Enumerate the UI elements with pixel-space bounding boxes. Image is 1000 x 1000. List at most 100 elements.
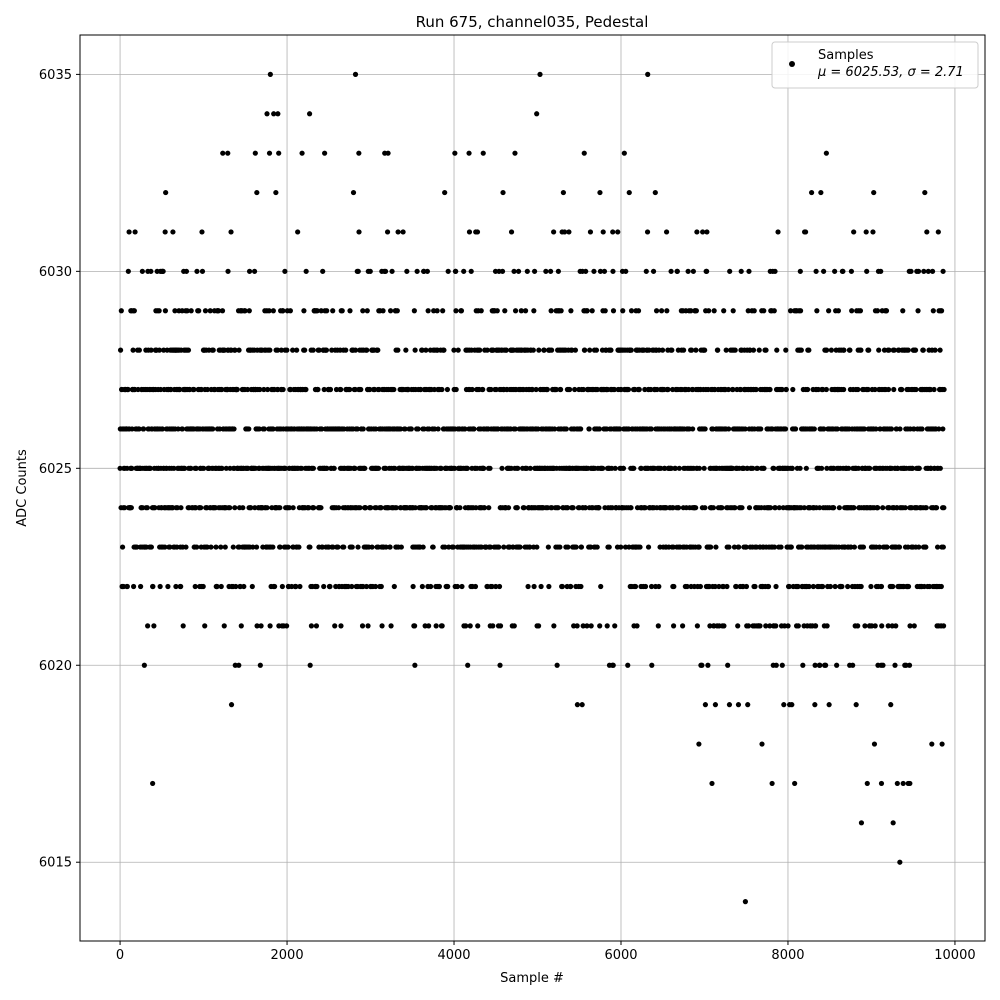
sample-point xyxy=(650,268,657,274)
sample-point xyxy=(218,544,224,550)
sample-point xyxy=(919,426,925,432)
sample-point xyxy=(930,308,936,314)
sample-point xyxy=(501,544,507,550)
sample-point xyxy=(349,544,355,550)
outlier-point xyxy=(900,780,906,787)
sample-point xyxy=(555,268,561,274)
outlier-point xyxy=(299,150,305,156)
sample-point xyxy=(441,347,447,353)
sample-point xyxy=(391,583,397,590)
sample-point xyxy=(171,465,177,471)
sample-point xyxy=(527,465,533,471)
outlier-point xyxy=(267,71,273,77)
sample-point xyxy=(736,544,742,550)
sample-point xyxy=(906,662,913,668)
sample-point xyxy=(474,229,481,235)
sample-point xyxy=(589,308,595,314)
sample-point xyxy=(700,229,706,235)
sample-point xyxy=(600,229,606,235)
sample-point xyxy=(469,386,475,393)
sample-point xyxy=(285,544,291,550)
sample-point xyxy=(165,583,171,590)
sample-point xyxy=(855,623,861,629)
sample-point xyxy=(812,662,818,668)
sample-point xyxy=(702,505,708,511)
sample-point xyxy=(178,505,184,511)
sample-point xyxy=(723,347,729,353)
sample-point xyxy=(496,583,503,590)
sample-point xyxy=(387,308,394,314)
sample-point xyxy=(393,505,399,511)
sample-point xyxy=(750,347,757,353)
axis-ticks: 0 2000 4000 6000 8000 10000 6015 6020 6025 6030 60… xyxy=(39,68,976,963)
sample-point xyxy=(497,623,504,629)
sample-point xyxy=(811,426,817,432)
sample-point xyxy=(600,465,606,471)
sample-point xyxy=(307,544,313,550)
sample-point xyxy=(849,308,855,314)
sample-point xyxy=(233,583,239,590)
outlier-point xyxy=(534,111,540,117)
sample-point xyxy=(868,583,874,590)
sample-point xyxy=(494,308,500,314)
sample-point xyxy=(343,347,349,353)
sample-point xyxy=(415,426,421,432)
sample-point xyxy=(148,347,154,353)
sample-point xyxy=(468,268,474,274)
sample-point xyxy=(818,189,824,196)
sample-point xyxy=(394,308,400,314)
sample-point xyxy=(819,465,825,471)
sample-point xyxy=(891,347,897,353)
sample-point xyxy=(488,386,494,393)
sample-point xyxy=(897,426,903,432)
sample-point xyxy=(558,308,564,314)
sample-point xyxy=(290,505,296,511)
sample-point xyxy=(905,583,912,590)
sample-point xyxy=(175,426,181,432)
sample-point xyxy=(732,505,738,511)
sample-point xyxy=(545,544,551,550)
sample-point xyxy=(438,465,444,471)
sample-point xyxy=(782,426,789,432)
sample-point xyxy=(721,308,727,314)
sample-point xyxy=(435,426,441,432)
sample-point xyxy=(664,308,670,314)
sample-point xyxy=(584,623,590,629)
sample-point xyxy=(669,347,675,353)
sample-point xyxy=(403,347,409,353)
sample-point xyxy=(808,189,815,196)
sample-point xyxy=(546,583,552,590)
sample-point xyxy=(199,229,205,235)
sample-point xyxy=(706,308,712,314)
sample-point xyxy=(439,623,445,629)
sample-point xyxy=(172,308,178,314)
sample-point xyxy=(444,386,451,393)
sample-point xyxy=(463,623,469,629)
outlier-point xyxy=(252,150,258,156)
sample-point xyxy=(704,229,710,235)
y-tick-label: 6025 xyxy=(39,462,72,477)
sample-point xyxy=(139,268,145,274)
sample-point xyxy=(634,623,640,629)
sample-point xyxy=(730,308,736,314)
outlier-point xyxy=(271,111,277,117)
sample-point xyxy=(354,426,361,432)
sample-point xyxy=(574,623,580,629)
sample-point xyxy=(279,583,285,590)
sample-point xyxy=(241,583,247,590)
outlier-point xyxy=(878,780,885,787)
sample-point xyxy=(823,662,829,668)
outlier-point xyxy=(225,150,231,156)
sample-point xyxy=(773,583,779,590)
outlier-point xyxy=(266,150,273,156)
sample-point xyxy=(270,308,276,314)
sample-point xyxy=(145,623,151,629)
sample-point xyxy=(851,544,858,550)
sample-point xyxy=(775,229,781,235)
sample-point xyxy=(198,505,204,511)
sample-point xyxy=(941,505,947,511)
sample-point xyxy=(921,268,927,274)
sample-point xyxy=(465,662,471,668)
sample-point xyxy=(937,347,943,353)
sample-point xyxy=(645,544,652,550)
